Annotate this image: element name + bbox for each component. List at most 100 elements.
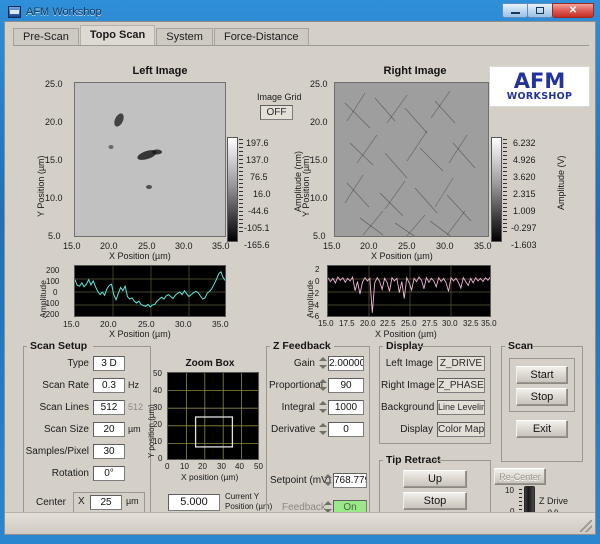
right-trace-x-tick-0: 15.0 (318, 319, 334, 328)
left-cb-tick-6: -165.6 (244, 240, 270, 250)
tip-retract-stop-button[interactable]: Stop (403, 492, 467, 510)
zoom-y-tick-2: 30 (153, 403, 162, 412)
derivative-value[interactable]: 0 (328, 422, 364, 437)
right-colorbar-ticks (503, 139, 507, 235)
maximize-button[interactable] (527, 3, 553, 18)
derivative-spinner[interactable] (318, 422, 327, 436)
left-trace-plot[interactable] (74, 265, 226, 317)
gain-value[interactable]: 2.00000 (328, 356, 364, 371)
tip-retract-up-button[interactable]: Up (403, 470, 467, 488)
scan-lines-readout: 512 (128, 402, 144, 412)
scan-setup-title: Scan Setup (27, 340, 91, 352)
right-x-tick-1: 20.0 (360, 241, 378, 251)
display-right-image-value[interactable]: Z_PHASE (437, 378, 485, 393)
zoom-x-tick-0: 0 (165, 462, 170, 471)
zoom-y-tick-1: 40 (153, 386, 162, 395)
samples-per-pixel-value[interactable]: 30 (93, 444, 125, 459)
image-grid-value[interactable]: OFF (260, 105, 293, 120)
afm-workshop-logo: AFM WORKSHOP (489, 66, 590, 107)
left-cb-tick-1: 137.0 (246, 155, 269, 165)
right-y-tick-2: 15.0 (310, 155, 328, 165)
integral-value[interactable]: 1000 (328, 400, 364, 415)
right-y-tick-0: 25.0 (310, 79, 328, 89)
left-x-tick-3: 30.0 (175, 241, 193, 251)
right-x-tick-4: 35.0 (474, 241, 492, 251)
right-trace-x-tick-7: 32.5 (463, 319, 479, 328)
zoom-box-ylabel: Y position (µm) (147, 404, 156, 458)
right-cb-tick-4: 1.009 (513, 206, 536, 216)
gain-spinner[interactable] (318, 356, 327, 370)
right-image-canvas[interactable] (334, 82, 489, 237)
zoom-box-title: Zoom Box (185, 358, 235, 369)
minimize-button[interactable] (502, 3, 528, 18)
right-y-tick-4: 5.0 (313, 231, 326, 241)
display-right-image-label: Right Image (381, 380, 435, 391)
scan-type-label: Type (67, 358, 89, 369)
proportional-spinner[interactable] (318, 378, 327, 392)
left-cb-tick-0: 197.6 (246, 138, 269, 148)
scan-lines-value[interactable]: 512 (93, 400, 125, 415)
scan-exit-button[interactable]: Exit (516, 420, 568, 438)
display-background-value[interactable]: Line Leveling (437, 400, 485, 415)
scan-lines-label: Scan Lines (39, 402, 89, 413)
right-trace-y-tick-2: -2 (312, 289, 320, 298)
tab-bar: Pre-Scan Topo Scan System Force-Distance (13, 25, 589, 46)
left-x-tick-4: 35.0 (212, 241, 230, 251)
scan-stop-button[interactable]: Stop (516, 388, 568, 406)
logo-line-1: AFM (513, 69, 566, 94)
scan-size-value[interactable]: 20 (93, 422, 125, 437)
scan-rate-unit: Hz (128, 380, 139, 390)
current-y-position-label: Current Y Position (µm) (225, 492, 273, 511)
proportional-value[interactable]: 90 (328, 378, 364, 393)
left-colorbar-ticks (239, 139, 243, 235)
right-x-tick-3: 30.0 (436, 241, 454, 251)
current-y-position-value[interactable]: 5.000 (168, 494, 220, 511)
zoom-y-tick-3: 20 (153, 420, 162, 429)
left-cb-tick-3: 16.0 (253, 189, 271, 199)
right-cb-tick-0: 6.232 (513, 138, 536, 148)
zoom-x-tick-2: 20 (198, 462, 207, 471)
display-mode-value[interactable]: Color Map (437, 422, 485, 437)
left-y-tick-3: 10.0 (45, 193, 63, 203)
close-button[interactable]: ✕ (552, 3, 594, 18)
feedback-spinner[interactable] (323, 500, 332, 514)
left-y-tick-1: 20.0 (45, 117, 63, 127)
zoom-y-tick-5: 0 (158, 454, 163, 463)
tab-force-distance[interactable]: Force-Distance (213, 28, 309, 45)
tab-topo-scan[interactable]: Topo Scan (79, 25, 156, 45)
setpoint-value[interactable]: 768.779 (333, 473, 367, 488)
scan-type-value[interactable]: 3 D (93, 356, 125, 371)
z-feedback-group (266, 346, 370, 534)
tab-system[interactable]: System (156, 28, 213, 45)
right-trace-x-tick-2: 20.0 (360, 319, 376, 328)
right-trace-y-tick-3: -4 (312, 301, 320, 310)
z-drive-tick-0: 10 (505, 486, 514, 495)
rotation-value[interactable]: 0° (93, 466, 125, 481)
scan-rate-value[interactable]: 0.3 (93, 378, 125, 393)
right-cb-tick-6: -1.603 (511, 240, 537, 250)
client-area: Pre-Scan Topo Scan System Force-Distance… (4, 21, 596, 535)
re-center-button[interactable]: Re-Center (494, 468, 546, 485)
resize-grip-icon[interactable] (580, 520, 592, 532)
zoom-x-tick-1: 10 (180, 462, 189, 471)
center-x-value[interactable]: 25 (90, 495, 122, 510)
setpoint-spinner[interactable] (323, 473, 332, 487)
left-trace-x-tick-0: 15.0 (63, 319, 80, 329)
left-x-tick-0: 15.0 (63, 241, 81, 251)
integral-spinner[interactable] (318, 400, 327, 414)
right-colorbar (491, 137, 502, 242)
right-trace-x-tick-1: 17.5 (339, 319, 355, 328)
zoom-box-canvas[interactable] (167, 372, 259, 460)
scan-start-button[interactable]: Start (516, 366, 568, 384)
left-trace-xlabel: X Position (µm) (109, 329, 171, 339)
display-left-image-label: Left Image (385, 358, 433, 369)
setpoint-label: Setpoint (mV) (270, 475, 332, 486)
tab-pre-scan[interactable]: Pre-Scan (13, 28, 79, 45)
display-group (379, 346, 491, 444)
right-image-title: Right Image (383, 65, 447, 77)
left-image-canvas[interactable] (74, 82, 226, 237)
right-trace-x-tick-5: 27.5 (422, 319, 438, 328)
z-drive-tick-1: 0 (510, 507, 514, 516)
right-trace-plot[interactable] (327, 265, 491, 317)
display-left-image-value[interactable]: Z_DRIVE (437, 356, 485, 371)
